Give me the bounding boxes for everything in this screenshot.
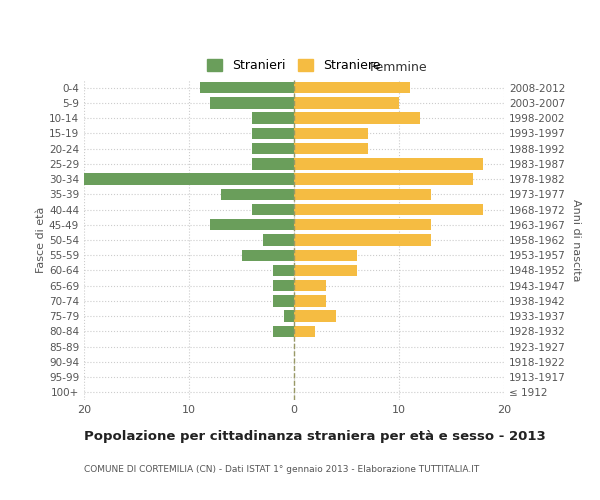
Bar (252, 128, 294, 139)
Bar (252, 158, 294, 170)
Bar (252, 112, 294, 124)
Bar (294, 204, 483, 215)
Bar (273, 280, 294, 291)
Bar (263, 234, 294, 246)
Bar (294, 295, 325, 306)
Bar (210, 97, 294, 108)
Bar (241, 250, 294, 261)
Bar (294, 265, 357, 276)
Bar (273, 265, 294, 276)
Bar (294, 112, 420, 124)
Bar (294, 280, 325, 291)
Text: COMUNE DI CORTEMILIA (CN) - Dati ISTAT 1° gennaio 2013 - Elaborazione TUTTITALIA: COMUNE DI CORTEMILIA (CN) - Dati ISTAT 1… (84, 465, 479, 474)
Bar (252, 143, 294, 154)
Bar (294, 234, 431, 246)
Bar (273, 295, 294, 306)
Bar (294, 82, 409, 94)
Bar (294, 326, 315, 337)
Bar (294, 188, 431, 200)
Bar (84, 174, 294, 185)
Legend: Stranieri, Straniere: Stranieri, Straniere (202, 54, 386, 77)
Bar (294, 174, 473, 185)
Bar (294, 310, 336, 322)
Bar (294, 128, 367, 139)
Text: Femmine: Femmine (370, 60, 428, 74)
Bar (210, 219, 294, 230)
Bar (284, 310, 294, 322)
Y-axis label: Anni di nascita: Anni di nascita (571, 198, 581, 281)
Bar (294, 158, 483, 170)
Bar (252, 204, 294, 215)
Y-axis label: Fasce di età: Fasce di età (36, 207, 46, 273)
Bar (294, 97, 399, 108)
Bar (273, 326, 294, 337)
Text: Popolazione per cittadinanza straniera per età e sesso - 2013: Popolazione per cittadinanza straniera p… (84, 430, 546, 443)
Bar (294, 143, 367, 154)
Bar (221, 188, 294, 200)
Bar (294, 250, 357, 261)
Bar (199, 82, 294, 94)
Bar (294, 219, 431, 230)
